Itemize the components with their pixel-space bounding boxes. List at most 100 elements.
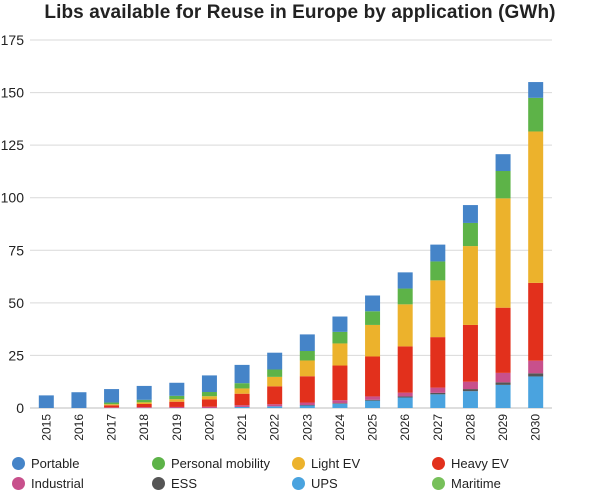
bar-segment-ess (397, 396, 413, 398)
bar-stack-2029 (495, 154, 511, 408)
legend-swatch-ess (152, 476, 165, 490)
bar-segment-personal-mobility (430, 261, 446, 281)
bar-segment-light-ev (495, 198, 511, 308)
y-tick-label: 25 (8, 347, 24, 363)
bar-segment-light-ev (104, 404, 120, 406)
bar-segment-portable (104, 389, 120, 403)
x-tick-label: 2024 (333, 414, 347, 441)
bar-segment-heavy-ev (495, 307, 511, 373)
bar-segment-ess (365, 399, 381, 401)
bar-segment-portable (365, 295, 381, 312)
legend-row-2: Industrial ESS UPS Maritime (12, 473, 597, 493)
bar-segment-heavy-ev (365, 356, 381, 397)
x-tick-label: 2017 (105, 414, 119, 441)
bar-segment-portable (201, 375, 217, 393)
legend-swatch-maritime (432, 476, 445, 490)
bar-segment-heavy-ev (234, 393, 250, 406)
bar-segment-heavy-ev (430, 337, 446, 388)
bar-segment-ups (430, 394, 446, 408)
bar-segment-ups (299, 405, 315, 408)
bar-segment-personal-mobility (462, 222, 478, 247)
bar-segment-personal-mobility (267, 369, 283, 377)
bar-segment-heavy-ev (201, 399, 217, 407)
bar-segment-portable (332, 316, 348, 332)
x-tick-label: 2020 (202, 414, 216, 441)
bar-segment-portable (38, 395, 54, 408)
bar-segment-industrial (136, 407, 152, 408)
bar-segment-industrial (332, 400, 348, 404)
bar-stack-2018 (136, 385, 152, 408)
bar-segment-light-ev (332, 343, 348, 366)
bar-segment-heavy-ev (267, 386, 283, 405)
legend: Portable Personal mobility Light EV Heav… (12, 453, 597, 493)
bar-segment-light-ev (267, 376, 283, 387)
bar-stack-2019 (169, 382, 185, 408)
bar-stack-2016 (71, 392, 87, 408)
x-tick-label: 2016 (72, 414, 86, 441)
x-axis-tick-labels: 2015 2016 2017 2018 2019 2020 2021 2022 2023 2024… (39, 414, 542, 441)
y-tick-label: 75 (8, 242, 24, 258)
bar-segment-personal-mobility (528, 97, 544, 132)
bar-stack-2015 (38, 395, 54, 408)
bar-segment-ess (495, 382, 511, 385)
bar-segment-portable (462, 205, 478, 223)
x-tick-label: 2015 (39, 414, 53, 441)
bar-segment-personal-mobility (104, 402, 120, 405)
x-tick-label: 2030 (529, 414, 543, 441)
bar-segment-portable (71, 392, 87, 408)
bar-segment-personal-mobility (365, 311, 381, 325)
bar-segment-personal-mobility (332, 331, 348, 344)
legend-item-industrial: Industrial (12, 473, 84, 493)
bar-segment-heavy-ev (299, 376, 315, 403)
x-tick-label: 2028 (463, 414, 477, 441)
bar-segment-ups (267, 406, 283, 408)
bar-stack-2020 (201, 375, 217, 408)
bar-segment-ups (332, 403, 348, 408)
bar-segment-industrial (495, 372, 511, 383)
legend-label: Maritime (451, 475, 501, 491)
bar-segment-industrial (365, 396, 381, 400)
legend-item-heavy-ev: Heavy EV (432, 453, 509, 473)
legend-label: Heavy EV (451, 455, 509, 471)
bar-segment-heavy-ev (528, 282, 544, 361)
bar-segment-ups (528, 376, 544, 408)
y-tick-label: 50 (8, 295, 24, 311)
bar-segment-industrial (234, 405, 250, 407)
legend-label: Personal mobility (171, 455, 270, 471)
bar-stack-2017 (104, 389, 120, 408)
bar-segment-heavy-ev (332, 365, 348, 401)
bar-segment-industrial (201, 406, 217, 408)
bar-segment-portable (299, 334, 315, 352)
bar-stack-2022 (267, 352, 283, 408)
bar-segment-light-ev (528, 131, 544, 283)
bar-segment-personal-mobility (234, 383, 250, 389)
legend-item-maritime: Maritime (432, 473, 501, 493)
chart-title: Libs available for Reuse in Europe by ap… (44, 2, 556, 23)
bar-segment-industrial (299, 402, 315, 406)
bar-segment-ups (495, 384, 511, 408)
legend-item-light-ev: Light EV (292, 453, 360, 473)
bar-segment-ups (462, 391, 478, 408)
x-tick-label: 2018 (137, 414, 151, 441)
bar-stack-2027 (430, 244, 446, 408)
bar-segment-personal-mobility (397, 288, 413, 305)
bar-segment-industrial (430, 387, 446, 393)
bar-segment-industrial (104, 407, 120, 408)
bar-segment-light-ev (299, 360, 315, 377)
bar-segment-portable (267, 352, 283, 370)
bar-segment-industrial (528, 360, 544, 374)
bar-segment-ess (332, 403, 348, 404)
legend-swatch-ups (292, 476, 305, 490)
x-tick-label: 2019 (170, 414, 184, 441)
bar-segment-personal-mobility (495, 171, 511, 199)
bar-segment-personal-mobility (169, 395, 185, 400)
bar-segment-industrial (169, 406, 185, 408)
bar-segment-ups (234, 406, 250, 408)
bar-stack-2021 (234, 364, 250, 408)
y-tick-label: 0 (16, 400, 24, 416)
legend-label: Portable (31, 455, 80, 471)
y-tick-label: 100 (1, 190, 25, 206)
bar-segment-ess (430, 392, 446, 395)
bar-stack-2025 (365, 295, 381, 408)
chart-plot: 0 25 50 75 100 125 150 175 2015 2016 2017 2018 2019… (1, 32, 552, 441)
